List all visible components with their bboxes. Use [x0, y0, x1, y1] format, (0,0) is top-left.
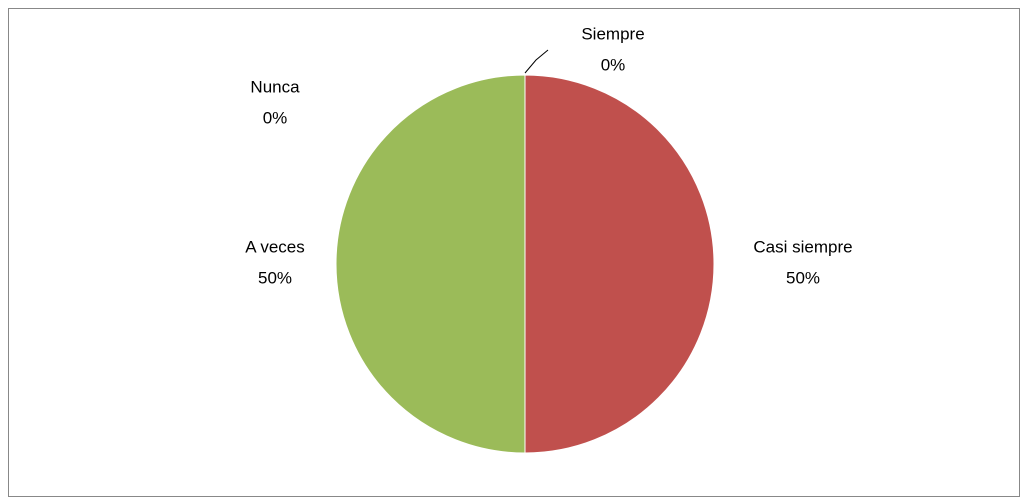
slice-value-label: 50%: [258, 268, 292, 287]
leader-line: [524, 49, 549, 74]
slice-label: A veces: [245, 237, 305, 256]
slice-value-label: 0%: [601, 55, 626, 74]
slice-label: Nunca: [250, 77, 300, 96]
slice-label: Siempre: [581, 24, 644, 43]
slice-value-label: 50%: [786, 268, 820, 287]
pie-slice: [335, 74, 526, 454]
slice-value-label: 0%: [263, 108, 288, 127]
slice-label: Casi siempre: [753, 237, 852, 256]
pie: [335, 74, 715, 454]
pie-slice: [524, 74, 715, 454]
